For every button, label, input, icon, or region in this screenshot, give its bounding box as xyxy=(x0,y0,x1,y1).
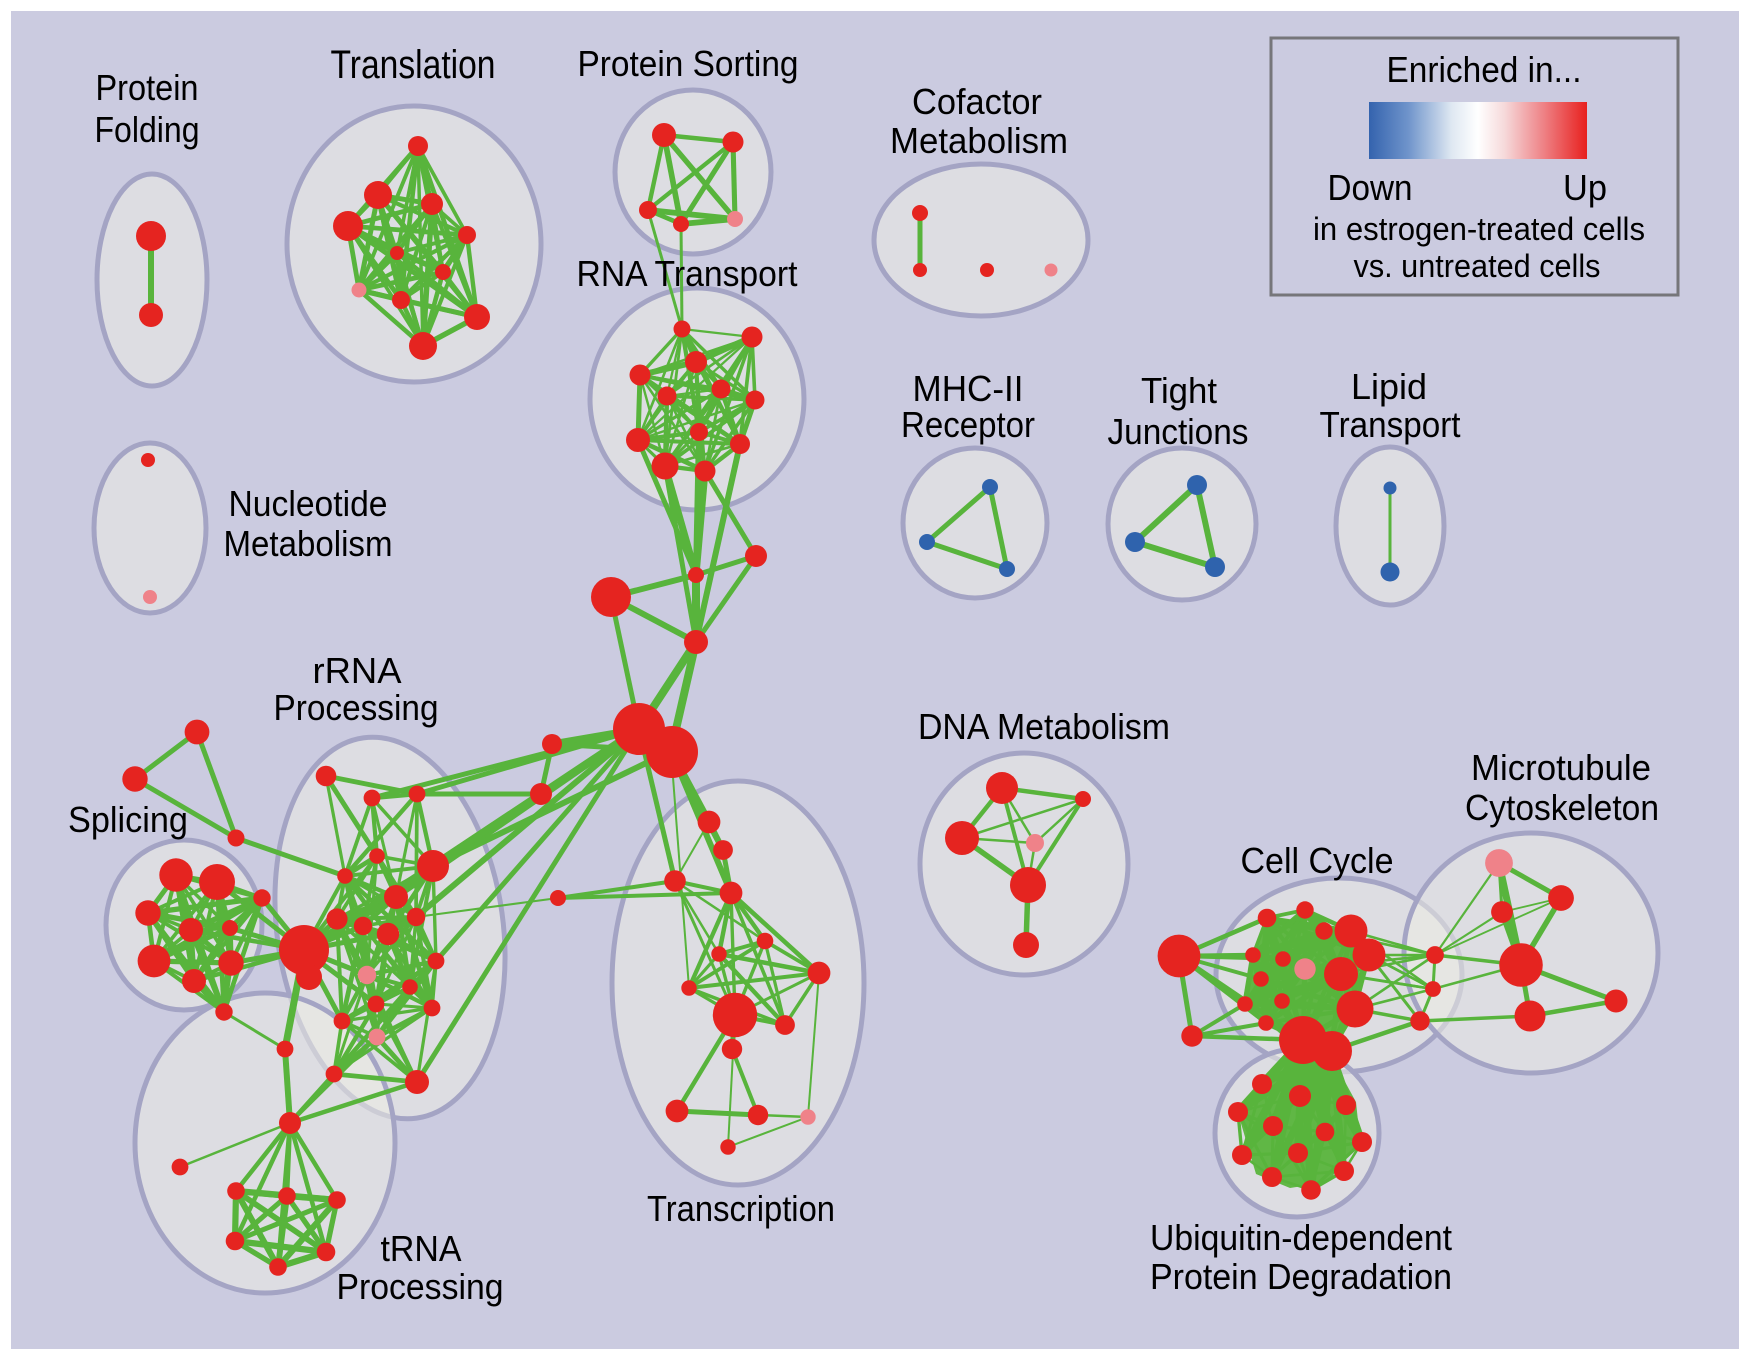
svg-text:tRNA: tRNA xyxy=(381,1228,462,1269)
svg-text:Cell Cycle: Cell Cycle xyxy=(1241,840,1394,881)
svg-text:Splicing: Splicing xyxy=(68,799,188,840)
svg-text:Receptor: Receptor xyxy=(901,404,1035,445)
svg-text:Lipid: Lipid xyxy=(1351,366,1427,407)
svg-text:Nucleotide: Nucleotide xyxy=(229,483,388,524)
svg-text:vs. untreated cells: vs. untreated cells xyxy=(1354,248,1601,284)
svg-text:Protein Sorting: Protein Sorting xyxy=(578,43,799,84)
svg-text:Protein Degradation: Protein Degradation xyxy=(1150,1256,1452,1297)
svg-text:Protein: Protein xyxy=(96,67,199,108)
svg-text:Cofactor: Cofactor xyxy=(912,81,1042,122)
svg-text:Cytoskeleton: Cytoskeleton xyxy=(1465,787,1659,828)
svg-text:Ubiquitin-dependent: Ubiquitin-dependent xyxy=(1150,1217,1452,1258)
svg-text:Microtubule: Microtubule xyxy=(1471,747,1651,788)
svg-text:Metabolism: Metabolism xyxy=(890,120,1068,161)
svg-text:Down: Down xyxy=(1328,167,1413,208)
svg-text:DNA Metabolism: DNA Metabolism xyxy=(918,706,1170,747)
svg-text:MHC-II: MHC-II xyxy=(913,368,1024,409)
svg-text:Metabolism: Metabolism xyxy=(224,523,393,564)
svg-text:rRNA: rRNA xyxy=(313,650,402,691)
svg-text:Processing: Processing xyxy=(274,687,439,728)
svg-text:Transport: Transport xyxy=(1320,404,1461,445)
svg-text:Translation: Translation xyxy=(331,43,496,87)
svg-text:Enriched in...: Enriched in... xyxy=(1387,49,1582,90)
svg-text:RNA Transport: RNA Transport xyxy=(577,253,798,294)
svg-text:Folding: Folding xyxy=(95,109,200,150)
svg-text:Tight: Tight xyxy=(1141,370,1217,411)
svg-text:in estrogen-treated cells: in estrogen-treated cells xyxy=(1313,211,1645,247)
svg-text:Transcription: Transcription xyxy=(647,1188,835,1229)
svg-text:Up: Up xyxy=(1563,167,1607,208)
svg-text:Junctions: Junctions xyxy=(1108,411,1249,452)
svg-text:Processing: Processing xyxy=(337,1266,504,1307)
